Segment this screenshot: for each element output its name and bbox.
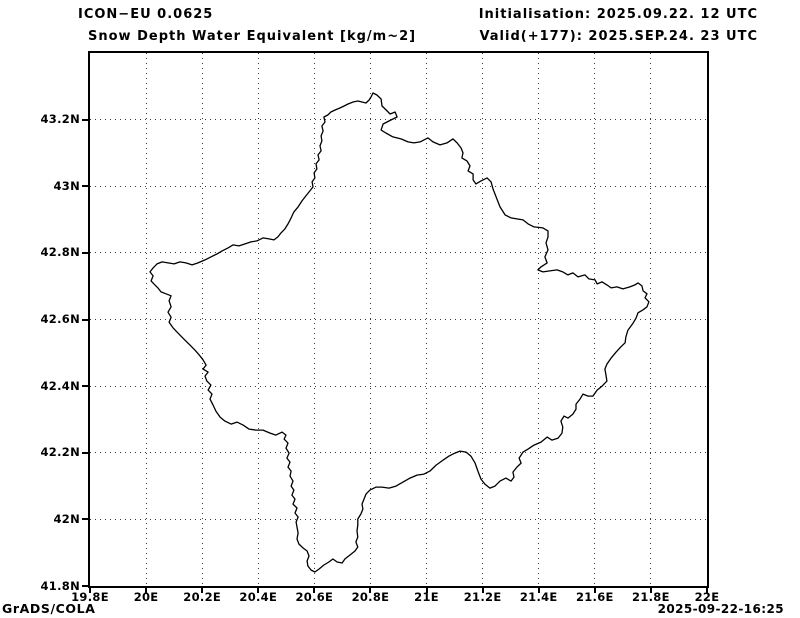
y-axis-tick <box>82 518 88 521</box>
gridline-horizontal <box>90 319 707 320</box>
y-tick-label: 42.4N <box>40 378 80 393</box>
x-tick-label: 21E <box>414 590 439 604</box>
y-tick-label: 41.8N <box>40 578 80 593</box>
x-tick-label: 21.8E <box>632 590 670 604</box>
y-tick-label: 43N <box>53 178 80 193</box>
y-tick-label: 42.6N <box>40 312 80 326</box>
x-axis-tick <box>593 588 596 593</box>
gridline-horizontal <box>90 452 707 454</box>
x-tick-label: 19.8E <box>71 590 109 604</box>
country-outline-layer <box>149 92 650 573</box>
x-tick-label: 21.6E <box>575 590 614 604</box>
x-tick-label: 20.4E <box>239 590 278 604</box>
x-tick-label: 20E <box>133 590 159 604</box>
x-axis-tick <box>145 588 148 593</box>
model-title: ICON−EU 0.0625 <box>78 7 214 22</box>
initialisation-time: Initialisation: 2025.09.22. 12 UTC <box>478 7 758 22</box>
x-axis-tick <box>537 588 540 593</box>
x-axis-tick <box>649 588 652 593</box>
x-axis-tick <box>257 588 260 593</box>
gridline-horizontal <box>90 119 707 121</box>
field-title: Snow Depth Water Equivalent [kg/m~2] <box>88 29 417 44</box>
x-tick-label: 21.2E <box>463 590 502 604</box>
y-axis-tick <box>82 251 88 254</box>
x-tick-label: 20.6E <box>295 590 334 604</box>
y-tick-label: 42.2N <box>40 445 80 460</box>
x-axis-tick <box>313 588 316 593</box>
y-axis-tick <box>82 185 88 188</box>
x-axis-tick <box>201 588 204 593</box>
x-axis-tick <box>369 588 372 593</box>
x-tick-label: 22E <box>694 590 720 604</box>
y-axis-tick <box>82 318 88 321</box>
y-axis-tick <box>82 451 88 454</box>
x-axis-tick <box>89 588 91 593</box>
x-axis-tick <box>425 588 428 593</box>
gridline-horizontal <box>90 518 707 520</box>
gridline-horizontal <box>90 185 707 187</box>
y-tick-label: 43.2N <box>40 112 80 127</box>
gridline-horizontal <box>90 385 707 387</box>
x-axis-tick <box>706 588 708 593</box>
y-axis-tick <box>82 585 88 587</box>
x-tick-label: 20.2E <box>183 590 222 604</box>
valid-time: Valid(+177): 2025.SEP.24. 23 UTC <box>479 29 758 44</box>
creation-timestamp: 2025-09-22-16:25 <box>657 602 784 616</box>
x-tick-label: 20.8E <box>351 590 390 604</box>
y-axis-tick <box>82 385 88 388</box>
kosovo-border-outline <box>149 92 650 573</box>
x-axis-tick <box>481 588 484 593</box>
map-plot-area <box>88 51 709 588</box>
y-tick-label: 42N <box>53 511 80 526</box>
grads-credit: GrADS/COLA <box>2 601 96 616</box>
y-axis-tick <box>82 118 88 121</box>
x-tick-label: 21.4E <box>519 590 558 604</box>
y-tick-label: 42.8N <box>40 245 80 260</box>
gridline-horizontal <box>90 252 707 254</box>
